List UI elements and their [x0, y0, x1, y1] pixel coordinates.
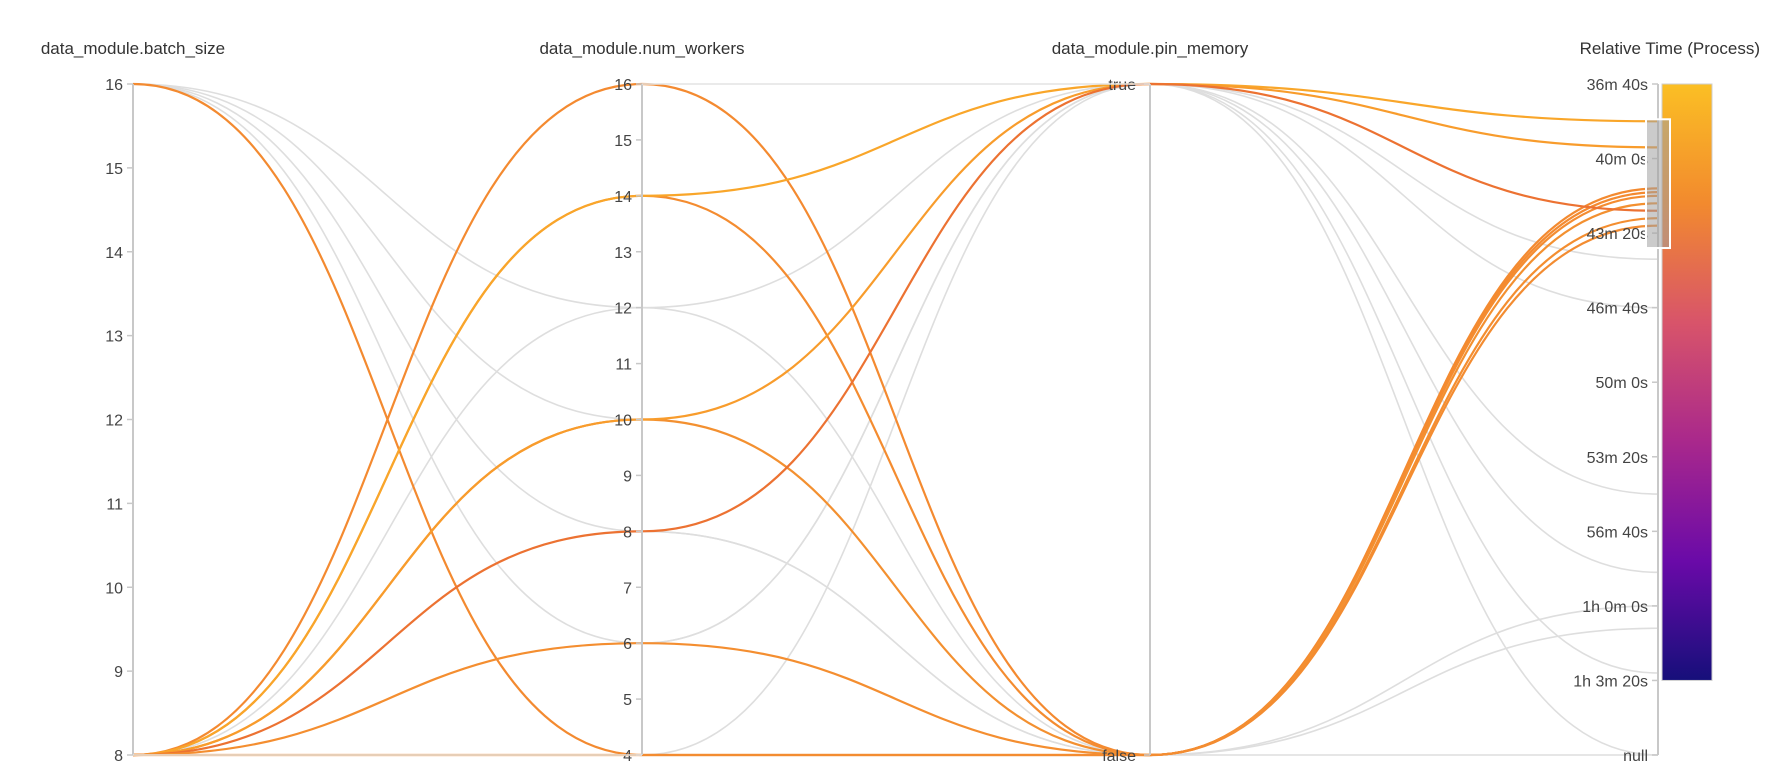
- color-scale-legend: [1645, 83, 1713, 681]
- tick-label: 15: [614, 133, 632, 150]
- tick-label: 14: [614, 189, 632, 206]
- background-run-line-5[interactable]: [132, 83, 1659, 756]
- tick-label: 36m 40s: [1587, 77, 1648, 94]
- highlighted-run-line-8[interactable]: [132, 217, 1659, 757]
- range-brush-selection[interactable]: [1645, 118, 1671, 250]
- tick-label: true: [1108, 77, 1136, 94]
- tick-label: 10: [614, 413, 632, 430]
- tick-label: 4: [623, 748, 632, 765]
- tick-label: 8: [114, 748, 123, 765]
- tick-label: 12: [105, 413, 123, 430]
- tick-label: 1h 3m 20s: [1573, 673, 1648, 690]
- highlighted-run-line-3[interactable]: [132, 194, 1659, 757]
- tick-label: 9: [114, 664, 123, 681]
- color-scale-border: [1661, 83, 1713, 681]
- tick-label: 15: [105, 161, 123, 178]
- tick-label: 50m 0s: [1596, 375, 1648, 392]
- tick-label: 12: [614, 301, 632, 318]
- highlighted-run-line-7[interactable]: [132, 82, 1659, 757]
- highlighted-run-line-4[interactable]: [132, 82, 1659, 757]
- axis-title-1: data_module.batch_size: [41, 39, 225, 58]
- highlighted-run-line-9[interactable]: [133, 224, 1659, 757]
- tick-label: null: [1623, 748, 1648, 765]
- tick-label: 40m 0s: [1596, 152, 1648, 169]
- axis-title-4: Relative Time (Process): [1580, 39, 1760, 58]
- tick-label: 16: [614, 77, 632, 94]
- tick-label: 9: [623, 468, 632, 485]
- tick-label: 53m 20s: [1587, 450, 1648, 467]
- tick-label: 5: [623, 692, 632, 709]
- highlighted-run-line-5[interactable]: [132, 202, 1659, 757]
- highlighted-run-line-6[interactable]: [132, 82, 1659, 757]
- tick-label: 11: [106, 496, 123, 513]
- tick-label: 8: [623, 524, 632, 541]
- tick-label: 13: [105, 329, 123, 346]
- tick-label: 6: [623, 636, 632, 653]
- background-run-line-6[interactable]: [132, 530, 1659, 756]
- tick-label: 11: [615, 357, 632, 374]
- tick-label: 13: [614, 245, 632, 262]
- background-run-line-4[interactable]: [132, 83, 1659, 756]
- axis-title-2: data_module.num_workers: [539, 39, 744, 58]
- tick-label: 56m 40s: [1587, 524, 1648, 541]
- axis-title-3: data_module.pin_memory: [1052, 39, 1249, 58]
- tick-label: 1h 0m 0s: [1582, 599, 1648, 616]
- axes-group: data_module.batch_size 16 15 14 13 12 11 10 9 8 da…: [41, 39, 1760, 765]
- tick-label: 7: [623, 580, 632, 597]
- tick-label: 43m 20s: [1587, 226, 1648, 243]
- tick-label: 16: [105, 77, 123, 94]
- tick-label: 10: [105, 580, 123, 597]
- highlighted-run-lines: [132, 82, 1659, 757]
- tick-label: 46m 40s: [1587, 301, 1648, 318]
- tick-label: 14: [105, 245, 123, 262]
- tick-label: false: [1102, 748, 1136, 765]
